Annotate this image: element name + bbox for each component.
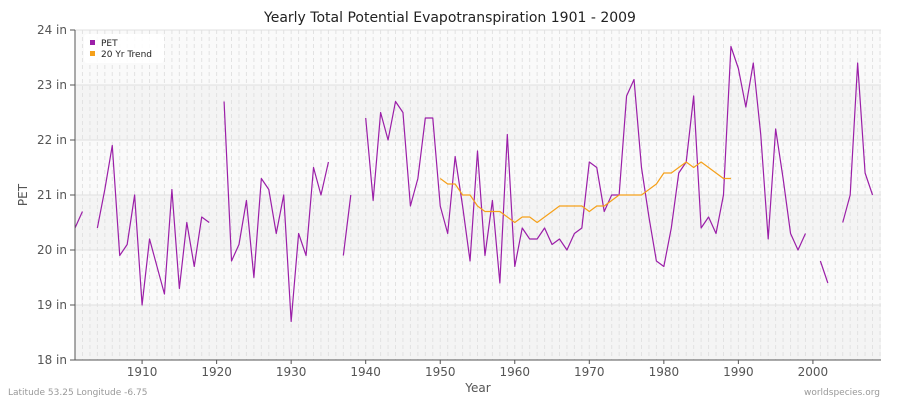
legend-swatch-pet bbox=[90, 40, 95, 45]
x-tick-label: 1930 bbox=[276, 365, 307, 379]
x-axis-label: Year bbox=[464, 381, 490, 395]
x-tick-label: 1920 bbox=[201, 365, 232, 379]
legend-label-pet: PET bbox=[101, 39, 118, 49]
x-tick-labels: 1910 1920 1930 1940 1950 1960 1970 1980 1990 2000 bbox=[127, 360, 828, 379]
y-tick-label: 22 in bbox=[37, 133, 67, 147]
y-tick-label: 23 in bbox=[37, 78, 67, 92]
legend: PET 20 Yr Trend bbox=[84, 34, 164, 63]
y-tick-labels: 18 in 19 in 20 in 21 in 22 in 23 in 24 in bbox=[37, 23, 75, 367]
x-tick-label: 1940 bbox=[350, 365, 381, 379]
y-tick-label: 24 in bbox=[37, 23, 67, 37]
x-tick-label: 1970 bbox=[574, 365, 605, 379]
x-tick-label: 1960 bbox=[499, 365, 530, 379]
legend-label-trend: 20 Yr Trend bbox=[101, 50, 152, 60]
y-axis-label: PET bbox=[16, 183, 30, 206]
x-tick-label: 1980 bbox=[649, 365, 680, 379]
y-tick-label: 20 in bbox=[37, 243, 67, 257]
x-tick-label: 1950 bbox=[425, 365, 456, 379]
y-tick-label: 18 in bbox=[37, 353, 67, 367]
y-tick-label: 21 in bbox=[37, 188, 67, 202]
x-tick-label: 2000 bbox=[798, 365, 829, 379]
chart-title: Yearly Total Potential Evapotranspiratio… bbox=[263, 10, 636, 26]
x-tick-label: 1910 bbox=[127, 365, 158, 379]
footer-source[interactable]: worldspecies.org bbox=[804, 388, 880, 398]
x-tick-label: 1990 bbox=[723, 365, 754, 379]
y-tick-label: 19 in bbox=[37, 298, 67, 312]
legend-swatch-trend bbox=[90, 51, 95, 56]
footer-location: Latitude 53.25 Longitude -6.75 bbox=[8, 388, 147, 398]
